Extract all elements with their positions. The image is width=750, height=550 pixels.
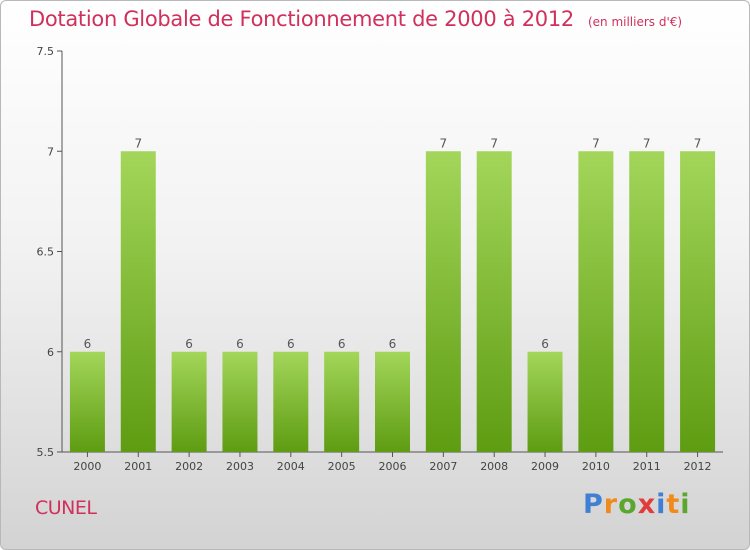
bar bbox=[375, 351, 410, 452]
x-tick-label: 2005 bbox=[328, 460, 356, 473]
data-label: 7 bbox=[134, 136, 142, 150]
x-tick-label: 2007 bbox=[429, 460, 457, 473]
bar bbox=[476, 151, 512, 452]
data-label: 7 bbox=[440, 136, 448, 150]
bar bbox=[324, 351, 360, 452]
bar bbox=[222, 351, 258, 452]
logo-letter: r bbox=[603, 489, 619, 520]
x-tick-label: 2003 bbox=[226, 460, 254, 473]
bar bbox=[578, 151, 614, 452]
bar bbox=[273, 351, 309, 452]
logo-letter: i bbox=[656, 489, 667, 520]
data-label: 7 bbox=[592, 136, 600, 150]
y-axis: 5.5 6 6.5 7 7.5 bbox=[37, 45, 63, 459]
data-label: 6 bbox=[236, 337, 244, 351]
bar bbox=[171, 351, 207, 452]
data-label: 6 bbox=[185, 337, 193, 351]
logo-letter: P bbox=[583, 489, 604, 520]
y-tick-label: 7 bbox=[47, 145, 54, 158]
data-label: 6 bbox=[338, 337, 346, 351]
bar bbox=[527, 351, 563, 452]
x-tick-label: 2000 bbox=[73, 460, 101, 473]
x-tick-label: 2011 bbox=[633, 460, 661, 473]
data-label: 7 bbox=[490, 136, 498, 150]
bar bbox=[680, 151, 716, 452]
chart-title: Dotation Globale de Fonctionnement de 20… bbox=[29, 7, 682, 31]
chart-unit: (en milliers d'€) bbox=[587, 15, 683, 29]
x-tick-label: 2001 bbox=[124, 460, 152, 473]
y-tick-label: 6 bbox=[47, 346, 54, 359]
x-tick-label: 2012 bbox=[684, 460, 712, 473]
logo-letter: o bbox=[618, 489, 638, 520]
bar bbox=[629, 151, 665, 452]
x-tick-label: 2009 bbox=[531, 460, 559, 473]
y-tick-label: 5.5 bbox=[37, 446, 55, 459]
data-label: 7 bbox=[643, 136, 651, 150]
y-tick-label: 6.5 bbox=[37, 246, 55, 259]
x-tick-label: 2002 bbox=[175, 460, 203, 473]
x-tick-label: 2010 bbox=[582, 460, 610, 473]
proxiti-logo: Proxiti bbox=[583, 489, 691, 520]
x-tick-label: 2008 bbox=[480, 460, 508, 473]
bar bbox=[69, 351, 105, 452]
data-label: 7 bbox=[694, 136, 702, 150]
y-tick-label: 7.5 bbox=[37, 45, 55, 58]
bar bbox=[425, 151, 461, 452]
logo-letter: x bbox=[637, 489, 657, 520]
data-label: 6 bbox=[84, 337, 92, 351]
logo-letter: t bbox=[666, 489, 681, 520]
data-label: 6 bbox=[541, 337, 549, 351]
logo-letter: i bbox=[680, 489, 691, 520]
x-tick-label: 2004 bbox=[277, 460, 305, 473]
bars: 6 7 6 6 6 6 6 7 7 6 7 7 7 bbox=[69, 136, 716, 452]
bar bbox=[120, 151, 156, 452]
x-tick-label: 2006 bbox=[379, 460, 407, 473]
chart-title-text: Dotation Globale de Fonctionnement de 20… bbox=[29, 7, 574, 31]
city-name: CUNEL bbox=[35, 497, 97, 519]
data-label: 6 bbox=[389, 337, 397, 351]
data-label: 6 bbox=[287, 337, 295, 351]
x-axis: 2000 2001 2002 2003 2004 2005 2006 2007 2008 2009… bbox=[62, 451, 723, 473]
